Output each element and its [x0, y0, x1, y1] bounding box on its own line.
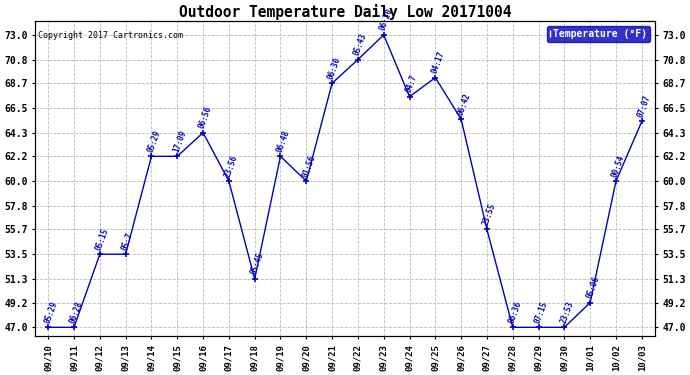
Text: 06:30: 06:30 — [326, 56, 343, 80]
Text: 06:20: 06:20 — [378, 7, 395, 32]
Text: 06:42: 06:42 — [455, 92, 472, 116]
Text: 06:28: 06:28 — [68, 300, 85, 324]
Text: 04:7: 04:7 — [404, 74, 419, 94]
Text: 05:43: 05:43 — [352, 32, 368, 57]
Text: 06:36: 06:36 — [507, 300, 524, 324]
Text: Copyright 2017 Cartronics.com: Copyright 2017 Cartronics.com — [39, 31, 184, 40]
Text: 23:55: 23:55 — [481, 202, 497, 226]
Text: 04:17: 04:17 — [430, 50, 446, 75]
Text: 06:56: 06:56 — [197, 105, 214, 130]
Text: 05:29: 05:29 — [43, 300, 59, 324]
Text: 01:56: 01:56 — [301, 153, 317, 178]
Text: 07:07: 07:07 — [636, 94, 653, 118]
Legend: Temperature (°F): Temperature (°F) — [547, 26, 650, 42]
Text: 05:45: 05:45 — [249, 251, 266, 276]
Text: 05:7: 05:7 — [120, 231, 135, 251]
Text: 23:53: 23:53 — [559, 300, 575, 324]
Text: 00:54: 00:54 — [610, 153, 627, 178]
Text: 23:56: 23:56 — [223, 153, 239, 178]
Text: 05:15: 05:15 — [94, 226, 110, 251]
Text: 06:48: 06:48 — [275, 129, 291, 153]
Text: 05:06: 05:06 — [584, 275, 601, 300]
Text: 05:29: 05:29 — [146, 129, 162, 153]
Title: Outdoor Temperature Daily Low 20171004: Outdoor Temperature Daily Low 20171004 — [179, 4, 511, 20]
Text: 07:15: 07:15 — [533, 300, 549, 324]
Text: 17:09: 17:09 — [172, 129, 188, 153]
